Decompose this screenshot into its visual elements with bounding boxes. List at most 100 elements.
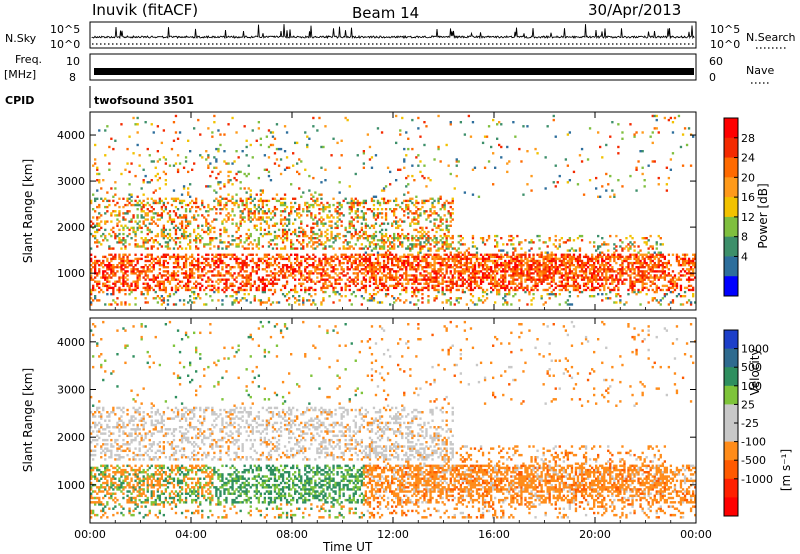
power-cell [306, 288, 309, 292]
power-cell [595, 270, 598, 273]
power-cell [393, 243, 396, 246]
power-cell [599, 255, 602, 259]
power-cell [421, 293, 424, 296]
power-cell [124, 280, 127, 283]
power-cell [148, 203, 151, 207]
power-cell [427, 234, 430, 238]
power-cell [368, 293, 372, 296]
power-cell [425, 266, 428, 269]
power-cell [514, 247, 517, 250]
power-cell [591, 276, 594, 279]
power-cell [417, 290, 420, 294]
power-cell [447, 243, 450, 246]
power-cell [267, 129, 271, 132]
power-cell [330, 276, 333, 279]
power-cell [463, 261, 467, 265]
power-cell [554, 257, 557, 261]
power-cell [465, 259, 469, 263]
power-cell [239, 241, 242, 244]
power-cell [187, 286, 190, 290]
power-cell [574, 274, 578, 277]
power-cell [481, 259, 485, 263]
power-cell [281, 203, 285, 207]
power-cell [320, 234, 323, 238]
power-cell [380, 301, 384, 304]
power-cell [130, 226, 133, 230]
power-cell [352, 290, 355, 294]
power-cell [423, 201, 426, 205]
power-cell [114, 282, 117, 285]
power-cell [304, 268, 307, 271]
power-cell [108, 162, 111, 165]
power-cell [310, 278, 313, 281]
power-cell [271, 264, 275, 267]
power-cell [122, 274, 125, 277]
power-cell [110, 234, 113, 238]
power-cell [174, 266, 178, 269]
power-cell [479, 278, 483, 281]
power-cell [546, 282, 549, 285]
power-cell [409, 249, 412, 252]
power-cell [288, 259, 291, 263]
power-cell [94, 224, 97, 227]
power-cell [176, 259, 180, 263]
power-cell [588, 259, 592, 263]
power-cell [473, 282, 477, 285]
power-cell [540, 251, 543, 254]
power-cell [609, 195, 612, 198]
power-cell [120, 276, 123, 279]
power-cell [136, 280, 139, 283]
power-cell [184, 208, 188, 211]
power-cell [506, 286, 509, 290]
power-cell [316, 264, 319, 267]
power-cell [182, 199, 186, 203]
power-cell [360, 255, 364, 259]
power-cell [593, 241, 596, 244]
power-cell [160, 288, 164, 292]
power-cell [162, 282, 166, 285]
power-cell [150, 230, 153, 234]
power-cell [558, 303, 561, 306]
power-cell [393, 212, 396, 215]
power-cell [397, 284, 400, 288]
power-cell [296, 234, 299, 238]
power-cell [195, 247, 198, 250]
power-cell [259, 189, 263, 192]
power-cell [269, 179, 273, 182]
power-cell [510, 268, 513, 271]
power-cell [225, 264, 228, 267]
power-cell [382, 282, 386, 285]
power-cell [279, 288, 283, 292]
power-cell [481, 268, 485, 271]
power-cell [92, 299, 95, 302]
power-cell [144, 259, 147, 263]
power-cell [237, 264, 240, 267]
power-cell [372, 243, 376, 246]
power-cell [94, 234, 97, 238]
power-cell [469, 266, 473, 269]
power-cell [518, 261, 521, 265]
power-cell [399, 293, 402, 296]
power-cell [207, 164, 210, 167]
power-cell [170, 274, 174, 277]
power-cell [330, 154, 333, 157]
power-cell [576, 266, 580, 269]
power-cell [506, 303, 509, 306]
power-cell [191, 290, 194, 294]
power-cell [209, 208, 212, 211]
power-cell [574, 278, 578, 281]
power-cell [182, 232, 186, 236]
power-cell [302, 208, 305, 211]
power-cell [475, 253, 479, 256]
power-cell [504, 259, 507, 263]
power-cell [298, 216, 301, 219]
cpid-label: CPID [5, 94, 34, 107]
power-cell [437, 272, 440, 275]
power-cell [599, 264, 602, 267]
power-cell [253, 210, 256, 213]
power-cell [178, 237, 182, 240]
power-cell [530, 280, 533, 283]
power-cell [277, 270, 281, 273]
power-cell [372, 282, 376, 285]
power-cell [405, 274, 408, 277]
